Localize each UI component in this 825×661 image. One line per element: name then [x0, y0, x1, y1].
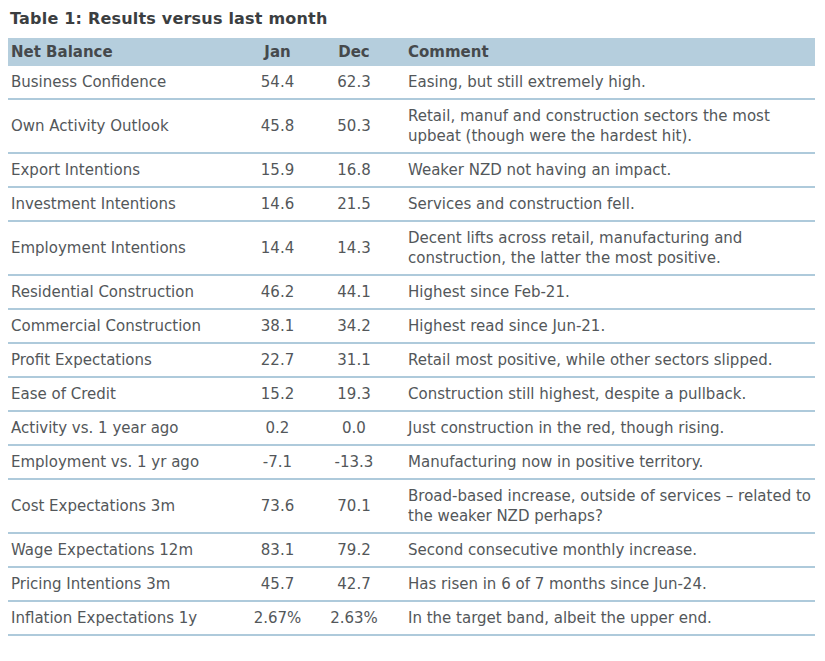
net-balance-cell: Residential Construction	[8, 275, 240, 309]
comment-cell: Services and construction fell.	[393, 187, 815, 221]
table-row: Profit Expectations 22.7 31.1 Retail mos…	[8, 343, 815, 377]
dec-value-cell: 50.3	[315, 99, 393, 153]
net-balance-cell: Inflation Expectations 1y	[8, 601, 240, 635]
results-table: Net Balance Jan Dec Comment Business Con…	[8, 38, 815, 636]
net-balance-cell: Export Intentions	[8, 153, 240, 187]
table-row: Ease of Credit 15.2 19.3 Construction st…	[8, 377, 815, 411]
comment-cell: Retail, manuf and construction sectors t…	[393, 99, 815, 153]
dec-value-cell: 62.3	[315, 66, 393, 99]
comment-cell: Weaker NZD not having an impact.	[393, 153, 815, 187]
table-row: Business Confidence 54.4 62.3 Easing, bu…	[8, 66, 815, 99]
comment-cell: Second consecutive monthly increase.	[393, 533, 815, 567]
dec-value-cell: 19.3	[315, 377, 393, 411]
comment-cell: Decent lifts across retail, manufacturin…	[393, 221, 815, 275]
jan-value-cell: 15.2	[240, 377, 315, 411]
dec-value-cell: 2.63%	[315, 601, 393, 635]
table-row: Export Intentions 15.9 16.8 Weaker NZD n…	[8, 153, 815, 187]
net-balance-cell: Business Confidence	[8, 66, 240, 99]
table-row: Inflation Expectations 1y 2.67% 2.63% In…	[8, 601, 815, 635]
net-balance-cell: Wage Expectations 12m	[8, 533, 240, 567]
report-table-page: Table 1: Results versus last month Net B…	[0, 0, 825, 661]
jan-value-cell: 14.4	[240, 221, 315, 275]
dec-value-cell: 21.5	[315, 187, 393, 221]
net-balance-cell: Ease of Credit	[8, 377, 240, 411]
jan-value-cell: 45.7	[240, 567, 315, 601]
table-row: Employment vs. 1 yr ago -7.1 -13.3 Manuf…	[8, 445, 815, 479]
dec-value-cell: 42.7	[315, 567, 393, 601]
table-row: Investment Intentions 14.6 21.5 Services…	[8, 187, 815, 221]
table-row: Employment Intentions 14.4 14.3 Decent l…	[8, 221, 815, 275]
net-balance-cell: Activity vs. 1 year ago	[8, 411, 240, 445]
column-header-net-balance: Net Balance	[8, 38, 240, 66]
comment-cell: Retail most positive, while other sector…	[393, 343, 815, 377]
net-balance-cell: Profit Expectations	[8, 343, 240, 377]
table-row: Commercial Construction 38.1 34.2 Highes…	[8, 309, 815, 343]
dec-value-cell: 70.1	[315, 479, 393, 533]
jan-value-cell: -7.1	[240, 445, 315, 479]
table-header: Net Balance Jan Dec Comment	[8, 38, 815, 66]
dec-value-cell: -13.3	[315, 445, 393, 479]
comment-cell: Broad-based increase, outside of service…	[393, 479, 815, 533]
dec-value-cell: 34.2	[315, 309, 393, 343]
comment-cell: Easing, but still extremely high.	[393, 66, 815, 99]
comment-cell: In the target band, albeit the upper end…	[393, 601, 815, 635]
column-header-dec: Dec	[315, 38, 393, 66]
jan-value-cell: 54.4	[240, 66, 315, 99]
dec-value-cell: 16.8	[315, 153, 393, 187]
jan-value-cell: 0.2	[240, 411, 315, 445]
net-balance-cell: Commercial Construction	[8, 309, 240, 343]
table-row: Own Activity Outlook 45.8 50.3 Retail, m…	[8, 99, 815, 153]
jan-value-cell: 14.6	[240, 187, 315, 221]
jan-value-cell: 83.1	[240, 533, 315, 567]
table-row: Activity vs. 1 year ago 0.2 0.0 Just con…	[8, 411, 815, 445]
net-balance-cell: Investment Intentions	[8, 187, 240, 221]
jan-value-cell: 73.6	[240, 479, 315, 533]
net-balance-cell: Employment vs. 1 yr ago	[8, 445, 240, 479]
table-row: Residential Construction 46.2 44.1 Highe…	[8, 275, 815, 309]
net-balance-cell: Employment Intentions	[8, 221, 240, 275]
jan-value-cell: 2.67%	[240, 601, 315, 635]
table-body: Business Confidence 54.4 62.3 Easing, bu…	[8, 66, 815, 635]
dec-value-cell: 31.1	[315, 343, 393, 377]
comment-cell: Highest since Feb-21.	[393, 275, 815, 309]
page-title: Table 1: Results versus last month	[0, 9, 825, 28]
column-header-jan: Jan	[240, 38, 315, 66]
dec-value-cell: 0.0	[315, 411, 393, 445]
jan-value-cell: 22.7	[240, 343, 315, 377]
comment-cell: Just construction in the red, though ris…	[393, 411, 815, 445]
jan-value-cell: 46.2	[240, 275, 315, 309]
jan-value-cell: 45.8	[240, 99, 315, 153]
dec-value-cell: 79.2	[315, 533, 393, 567]
comment-cell: Construction still highest, despite a pu…	[393, 377, 815, 411]
dec-value-cell: 44.1	[315, 275, 393, 309]
jan-value-cell: 15.9	[240, 153, 315, 187]
table-row: Wage Expectations 12m 83.1 79.2 Second c…	[8, 533, 815, 567]
comment-cell: Manufacturing now in positive territory.	[393, 445, 815, 479]
table-row: Cost Expectations 3m 73.6 70.1 Broad-bas…	[8, 479, 815, 533]
comment-cell: Highest read since Jun-21.	[393, 309, 815, 343]
net-balance-cell: Cost Expectations 3m	[8, 479, 240, 533]
dec-value-cell: 14.3	[315, 221, 393, 275]
jan-value-cell: 38.1	[240, 309, 315, 343]
net-balance-cell: Own Activity Outlook	[8, 99, 240, 153]
header-row: Net Balance Jan Dec Comment	[8, 38, 815, 66]
comment-cell: Has risen in 6 of 7 months since Jun-24.	[393, 567, 815, 601]
net-balance-cell: Pricing Intentions 3m	[8, 567, 240, 601]
table-row: Pricing Intentions 3m 45.7 42.7 Has rise…	[8, 567, 815, 601]
column-header-comment: Comment	[393, 38, 815, 66]
